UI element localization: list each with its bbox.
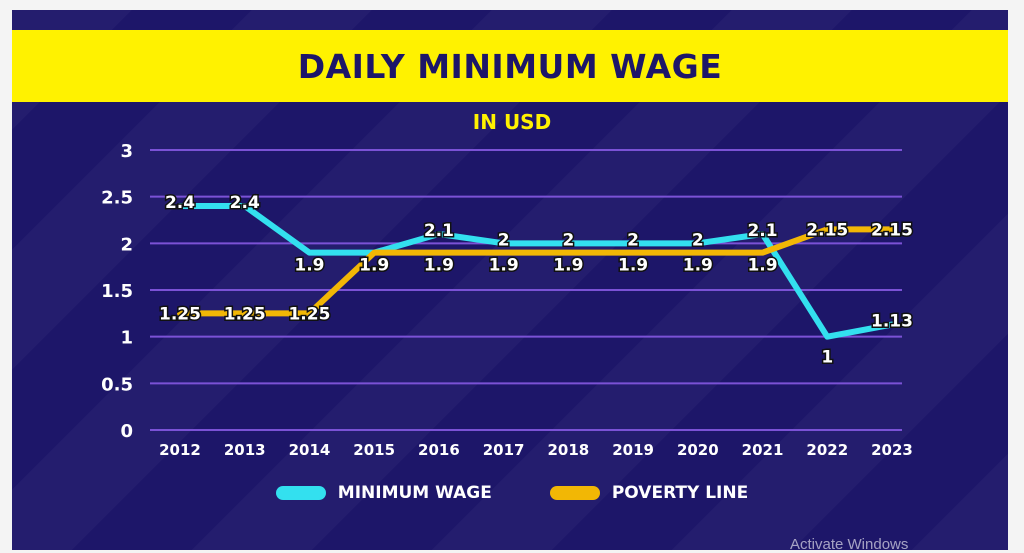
data-label-poverty-line: 1.9 [359, 256, 389, 276]
title-banner: DAILY MINIMUM WAGE [12, 30, 1008, 102]
y-tick-label: 0 [120, 421, 133, 442]
x-tick-label: 2012 [159, 441, 201, 459]
chart-frame: DAILY MINIMUM WAGE [12, 10, 1008, 550]
y-tick-label: 1 [120, 328, 133, 349]
data-label-poverty-line: 1.9 [747, 256, 777, 276]
x-tick-label: 2020 [677, 441, 719, 459]
data-label-minimum-wage: 2.4 [165, 193, 195, 213]
data-label-poverty-line: 1.25 [224, 304, 266, 324]
data-label-poverty-line: 1.9 [683, 256, 713, 276]
data-label-minimum-wage: 1 [821, 348, 833, 368]
y-tick-label: 2 [120, 234, 133, 255]
data-label-minimum-wage: 2.1 [424, 221, 454, 241]
legend-swatch-minimum-wage [275, 486, 326, 500]
data-label-minimum-wage: 2.4 [230, 193, 260, 213]
y-axis-ticks: 0 0.5 1 1.5 2 2.5 3 [101, 141, 133, 442]
data-label-minimum-wage: 2 [627, 230, 639, 250]
x-tick-label: 2015 [353, 441, 395, 459]
data-label-poverty-line: 1.9 [618, 256, 648, 276]
legend-label-minimum-wage: MINIMUM WAGE [337, 483, 492, 503]
legend-label-poverty-line: POVERTY LINE [611, 483, 749, 503]
x-tick-label: 2022 [806, 441, 848, 459]
x-tick-label: 2016 [418, 441, 460, 459]
data-label-minimum-wage: 2 [562, 230, 574, 250]
data-label-minimum-wage: 2 [692, 230, 704, 250]
legend-item-poverty-line: POVERTY LINE [549, 483, 749, 503]
data-label-poverty-line: 1.9 [489, 256, 519, 276]
series-line-minimum-wage [177, 203, 895, 340]
data-label-minimum-wage: 1.9 [359, 256, 389, 276]
series-line-poverty-line [177, 226, 895, 317]
data-label-minimum-wage: 2.1 [747, 221, 777, 241]
data-label-poverty-line: 2.15 [871, 220, 913, 240]
data-label-poverty-line: 1.25 [159, 304, 201, 324]
series-lines [177, 203, 895, 340]
data-label-minimum-wage: 2 [498, 230, 510, 250]
x-tick-label: 2023 [871, 441, 913, 459]
x-tick-label: 2021 [742, 441, 784, 459]
data-label-poverty-line: 1.9 [424, 256, 454, 276]
legend-swatch-poverty-line [549, 486, 600, 500]
y-tick-label: 1.5 [101, 281, 133, 302]
data-label-poverty-line: 1.9 [553, 256, 583, 276]
y-tick-label: 2.5 [101, 188, 133, 209]
legend: MINIMUM WAGE POVERTY LINE [0, 483, 1024, 503]
x-axis-ticks: 2012 2013 2014 2015 2016 2017 2018 2019 2020 2021… [159, 441, 913, 459]
data-labels: 2.4 2.4 1.9 1.9 2.1 2 2 2 2 2.1 1 1.13 1.25 1.25 1.25 1… [158, 192, 915, 370]
data-label-minimum-wage: 1.9 [294, 256, 324, 276]
grid-lines [150, 149, 902, 431]
x-tick-label: 2017 [483, 441, 525, 459]
x-tick-label: 2014 [289, 441, 331, 459]
data-label-poverty-line: 2.15 [806, 220, 848, 240]
data-label-poverty-line: 1.25 [288, 304, 330, 324]
chart-subtitle: IN USD [473, 110, 551, 134]
x-tick-label: 2019 [612, 441, 654, 459]
y-tick-label: 3 [120, 141, 133, 162]
y-tick-label: 0.5 [101, 374, 133, 395]
data-label-minimum-wage: 1.13 [871, 312, 913, 332]
chart-title: DAILY MINIMUM WAGE [297, 46, 723, 86]
x-tick-label: 2018 [547, 441, 589, 459]
legend-item-minimum-wage: MINIMUM WAGE [275, 483, 492, 503]
x-tick-label: 2013 [224, 441, 266, 459]
os-watermark: Activate Windows [790, 536, 909, 553]
